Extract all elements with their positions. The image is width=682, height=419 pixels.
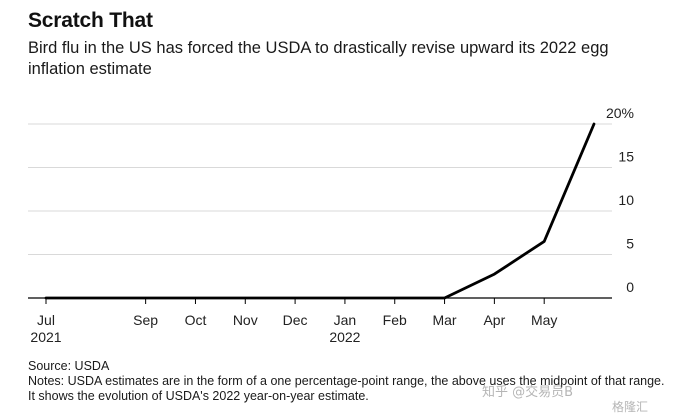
- x-tick-year-label: 2021: [30, 329, 61, 345]
- chart-subtitle: Bird flu in the US has forced the USDA t…: [28, 39, 609, 78]
- y-tick-label: 5: [626, 236, 634, 252]
- x-tick-label: Dec: [283, 312, 308, 328]
- x-tick-label: Jul: [37, 312, 55, 328]
- y-axis-ticks: 0 5 10 15 20%: [606, 105, 634, 295]
- x-tick-year-label: 2022: [329, 329, 360, 345]
- watermark-text: 知乎 @交易员B: [482, 385, 574, 400]
- watermark-text-2: 格隆汇: [612, 400, 649, 414]
- chart-title: Scratch That: [28, 9, 153, 32]
- x-tick-label: Oct: [185, 312, 207, 328]
- y-tick-label: 20%: [606, 105, 634, 121]
- x-tick-label: Feb: [383, 312, 407, 328]
- chart-footer: Source: USDA Notes: USDA estimates are i…: [28, 359, 668, 404]
- x-tick-label: Mar: [432, 312, 456, 328]
- notes-text: Notes: USDA estimates are in the form of…: [28, 374, 665, 403]
- y-tick-label: 0: [626, 279, 634, 295]
- y-tick-label: 15: [618, 149, 634, 165]
- x-tick-label: Sep: [133, 312, 158, 328]
- x-tick-label: Apr: [483, 312, 505, 328]
- series-line: [44, 122, 596, 300]
- y-tick-label: 10: [618, 192, 634, 208]
- x-tick-label: May: [531, 312, 557, 328]
- grid-lines: [28, 123, 612, 255]
- x-tick-label: Jan: [334, 312, 357, 328]
- source-note: Source: USDA: [28, 359, 110, 373]
- x-tick-label: Nov: [233, 312, 258, 328]
